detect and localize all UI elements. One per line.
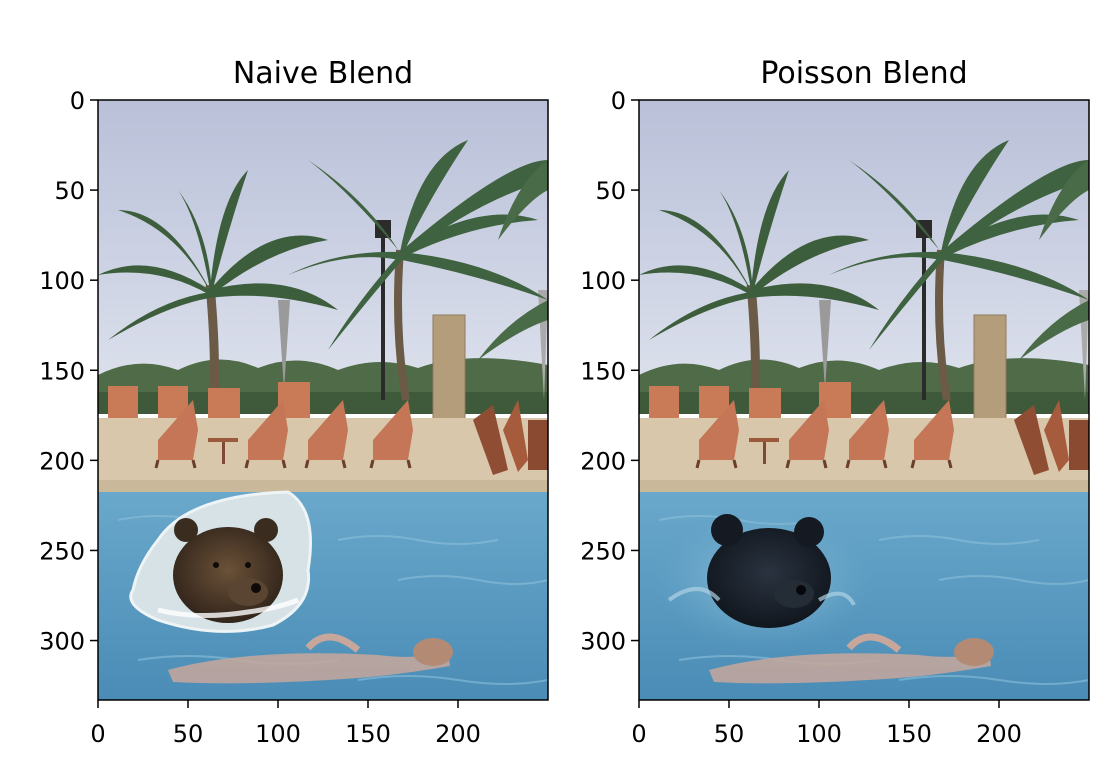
panel-title-naive: Naive Blend xyxy=(233,56,413,91)
panel-poisson: Poisson Blend 0 50 100 150 200 250 300 0 50 100 1… xyxy=(580,56,1090,748)
bear-poisson xyxy=(654,510,874,650)
x-ticks-poisson: 0 50 100 150 200 xyxy=(631,700,1022,748)
y-tick-label: 0 xyxy=(70,87,85,115)
x-tick-label: 100 xyxy=(796,720,842,748)
x-tick-label: 0 xyxy=(90,720,105,748)
x-tick-label: 200 xyxy=(976,720,1022,748)
y-tick-label: 0 xyxy=(611,87,626,115)
panel-naive: Naive Blend 0 50 100 150 200 250 300 0 50 100 150… xyxy=(39,56,549,748)
x-tick-label: 50 xyxy=(714,720,745,748)
y-tick-label: 150 xyxy=(580,357,626,385)
bear-patch-naive xyxy=(129,490,312,633)
y-ticks-poisson: 0 50 100 150 200 250 300 xyxy=(580,87,639,656)
axes-frame-naive xyxy=(97,99,549,701)
x-tick-label: 100 xyxy=(255,720,301,748)
y-tick-label: 300 xyxy=(39,628,85,656)
x-tick-label: 50 xyxy=(173,720,204,748)
y-tick-label: 250 xyxy=(580,537,626,565)
y-ticks-naive: 0 50 100 150 200 250 300 xyxy=(39,87,98,656)
image-naive xyxy=(98,100,548,700)
y-tick-label: 200 xyxy=(580,447,626,475)
y-tick-label: 300 xyxy=(580,628,626,656)
y-tick-label: 150 xyxy=(39,357,85,385)
y-tick-label: 100 xyxy=(580,267,626,295)
x-ticks-naive: 0 50 100 150 200 xyxy=(90,700,481,748)
y-tick-label: 200 xyxy=(39,447,85,475)
image-poisson xyxy=(639,100,1089,700)
axes-frame-poisson xyxy=(638,99,1090,701)
y-tick-label: 250 xyxy=(39,537,85,565)
x-tick-label: 0 xyxy=(631,720,646,748)
x-tick-label: 150 xyxy=(345,720,391,748)
x-tick-label: 200 xyxy=(435,720,481,748)
panel-title-poisson: Poisson Blend xyxy=(760,56,967,91)
y-tick-label: 50 xyxy=(595,177,626,205)
y-tick-label: 50 xyxy=(54,177,85,205)
y-tick-label: 100 xyxy=(39,267,85,295)
x-tick-label: 150 xyxy=(886,720,932,748)
